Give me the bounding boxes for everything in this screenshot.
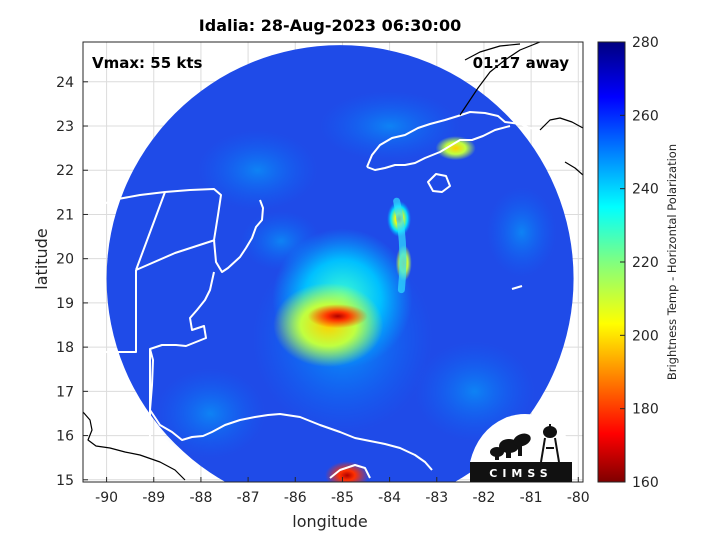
y-tick-label: 19	[56, 296, 74, 312]
chart-title: Idalia: 28-Aug-2023 06:30:00	[199, 16, 461, 35]
y-tick-label: 21	[56, 207, 74, 223]
microwave-swath	[106, 45, 574, 482]
x-tick-label: -86	[284, 490, 307, 506]
yucatan-coastline	[83, 188, 433, 471]
cuba-coastline-outside	[459, 42, 583, 176]
x-tick-label: -90	[95, 490, 118, 506]
colorbar-label: Brightness Temp - Horizontal Polarizatio…	[665, 144, 679, 380]
rainband-spine	[393, 197, 407, 294]
y-axis-label: latitude	[32, 228, 51, 289]
x-tick-label: -85	[331, 490, 354, 506]
cimss-logo: CIMSS	[470, 414, 572, 482]
cloud-texture	[197, 130, 318, 211]
cayman-island	[511, 285, 523, 290]
y-tick-label: 20	[56, 252, 74, 268]
colorbar-tick-label: 240	[632, 182, 659, 198]
x-tick-label: -88	[189, 490, 212, 506]
x-tick-label: -81	[520, 490, 543, 506]
colorbar-tick-label: 220	[632, 255, 659, 271]
axis-ticks: -90 -89 -88 -87 -86 -85 -84 -83 -82 -81 -80 15 16 17 1…	[56, 75, 590, 506]
x-tick-label: -80	[567, 490, 590, 506]
y-tick-label: 15	[56, 473, 74, 489]
cloud-texture	[486, 187, 557, 278]
axes-frame	[82, 41, 584, 483]
y-tick-label: 22	[56, 163, 74, 179]
x-tick-label: -83	[425, 490, 448, 506]
x-tick-label: -89	[142, 490, 165, 506]
colorbar-tick-label: 260	[632, 108, 659, 124]
colorbar: 160 180 200 220 240 260 280 Brightness Temp - …	[597, 35, 679, 491]
colorbar-tick-label: 280	[632, 35, 659, 51]
y-tick-label: 23	[56, 119, 74, 135]
coastlines	[83, 42, 583, 481]
yucatan-coastline-outside	[83, 411, 186, 481]
feature-inner-core	[307, 304, 368, 329]
feature-west-cuba-cell	[435, 136, 476, 161]
cloud-texture	[155, 368, 266, 459]
honduras-coastline	[329, 464, 371, 479]
y-tick-label: 24	[56, 75, 74, 91]
storm-features	[155, 91, 557, 482]
time-away-annotation: 01:17 away	[473, 54, 570, 72]
logo-text: CIMSS	[489, 467, 552, 480]
colorbar-tick-label: 200	[632, 328, 659, 344]
vmax-annotation: Vmax: 55 kts	[92, 54, 202, 72]
colorbar-tick-label: 160	[632, 475, 659, 491]
y-tick-label: 16	[56, 429, 74, 445]
x-tick-label: -84	[378, 490, 401, 506]
cuba-coastline	[366, 111, 583, 171]
colorbar-tick-label: 180	[632, 402, 659, 418]
cloud-texture	[414, 341, 535, 442]
cloud-texture	[319, 91, 460, 162]
mexico-state-border	[83, 191, 216, 353]
x-tick-label: -87	[237, 490, 260, 506]
x-axis-label: longitude	[292, 512, 367, 531]
colorbar-ticks: 160 180 200 220 240 260 280	[620, 35, 659, 491]
x-tick-label: -82	[473, 490, 496, 506]
y-tick-label: 17	[56, 384, 74, 400]
isla-juventud-coastline	[427, 173, 451, 193]
y-tick-label: 18	[56, 340, 74, 356]
